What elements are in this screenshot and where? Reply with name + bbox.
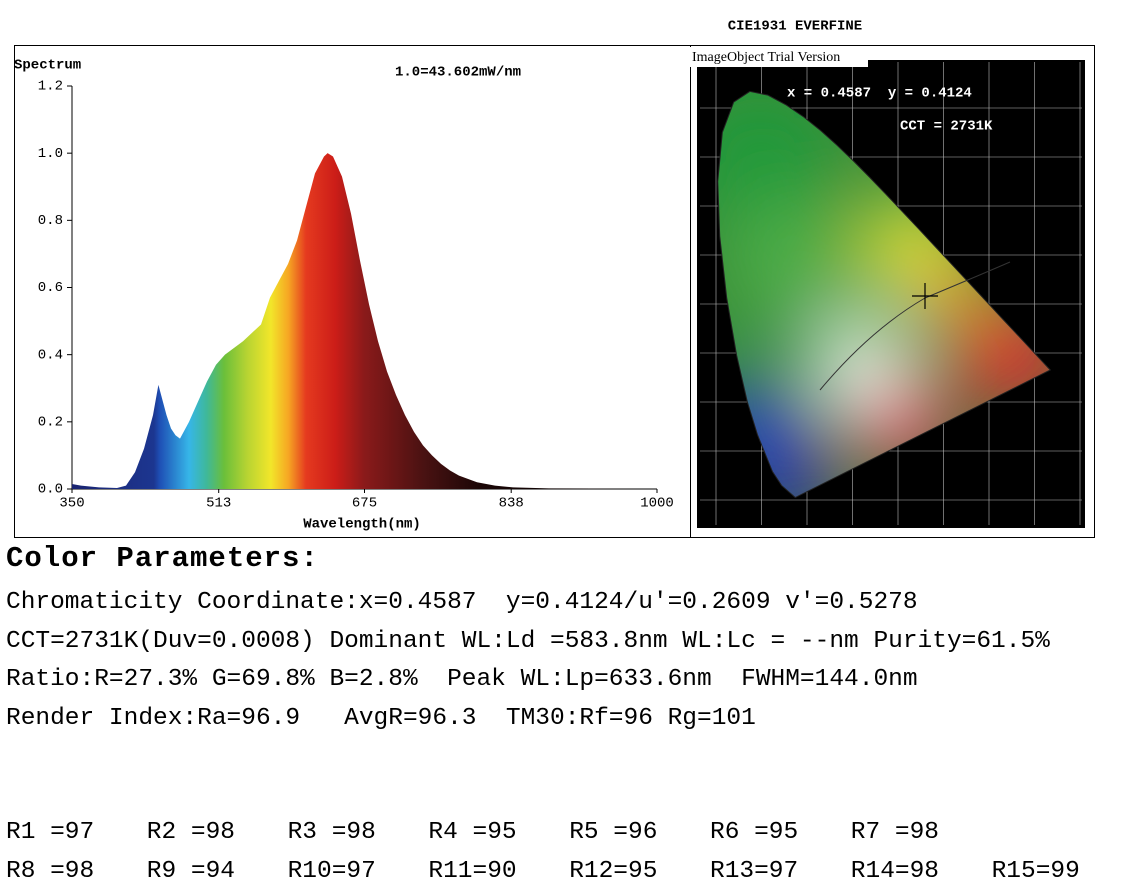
y-tick-label: 0.0 xyxy=(38,482,63,498)
render-value: R11=90 xyxy=(428,858,517,885)
y-tick-label: 0.4 xyxy=(38,347,63,363)
spectral-locus xyxy=(717,90,1052,499)
section-heading: Color Parameters: xyxy=(6,542,319,575)
render-value: R7 =98 xyxy=(850,819,940,846)
spectrum-area xyxy=(72,153,657,489)
chart-title: Spectrum xyxy=(14,58,81,74)
parameter-line: CCT=2731K(Duv=0.0008) Dominant WL:Ld =58… xyxy=(6,627,1050,655)
render-value: R8 =98 xyxy=(6,858,95,885)
cie-title: CIE1931 EVERFINE xyxy=(728,19,862,35)
render-value: R10=97 xyxy=(287,858,376,885)
parameter-line: Render Index:Ra=96.9 AvgR=96.3 TM30:Rf=9… xyxy=(6,704,756,732)
render-value: R3 =98 xyxy=(287,819,376,846)
x-tick-label: 1000 xyxy=(640,496,674,512)
x-tick-label: 675 xyxy=(352,496,377,512)
cie-cct: CCT = 2731K xyxy=(900,119,993,135)
render-value: R1 =97 xyxy=(6,819,95,846)
render-value: R4 =95 xyxy=(428,819,517,846)
render-value: R14=98 xyxy=(850,858,940,885)
y-tick-label: 1.2 xyxy=(38,79,63,95)
render-value: R15=99 xyxy=(991,858,1080,885)
render-value: R12=95 xyxy=(569,858,658,885)
cie-coords: x = 0.4587 y = 0.4124 xyxy=(787,86,972,102)
y-tick-label: 1.0 xyxy=(38,146,63,162)
render-value: R5 =96 xyxy=(569,819,658,846)
parameter-line: Chromaticity Coordinate:x=0.4587 y=0.412… xyxy=(6,589,918,616)
cie-point xyxy=(912,283,938,309)
x-tick-label: 513 xyxy=(206,496,231,512)
y-tick-label: 0.6 xyxy=(38,280,63,296)
chart: Spectrum 1.0=43.602mW/nm Wavelength(nm) … xyxy=(14,19,1095,538)
x-tick-label: 350 xyxy=(59,496,84,512)
render-value: R2 =98 xyxy=(146,819,236,846)
parameter-line: Ratio:R=27.3% G=69.8% B=2.8% Peak WL:Lp=… xyxy=(6,666,918,693)
render-value: R6 =95 xyxy=(710,819,799,846)
y-tick-label: 0.8 xyxy=(38,213,63,229)
watermark: ImageObject Trial Version xyxy=(692,50,840,65)
render-value: R9 =94 xyxy=(146,858,236,885)
watermark-box xyxy=(690,47,868,67)
x-axis-label: Wavelength(nm) xyxy=(303,517,421,533)
annotation: 1.0=43.602mW/nm xyxy=(395,65,521,81)
render-value: R13=97 xyxy=(710,858,799,885)
y-tick-label: 0.2 xyxy=(38,415,63,431)
plot-area: 0.0 0.2 0.4 0.6 0.8 1.0 1.2 350 513 675 838 1000 xyxy=(38,79,674,512)
x-tick-label: 838 xyxy=(499,496,524,512)
